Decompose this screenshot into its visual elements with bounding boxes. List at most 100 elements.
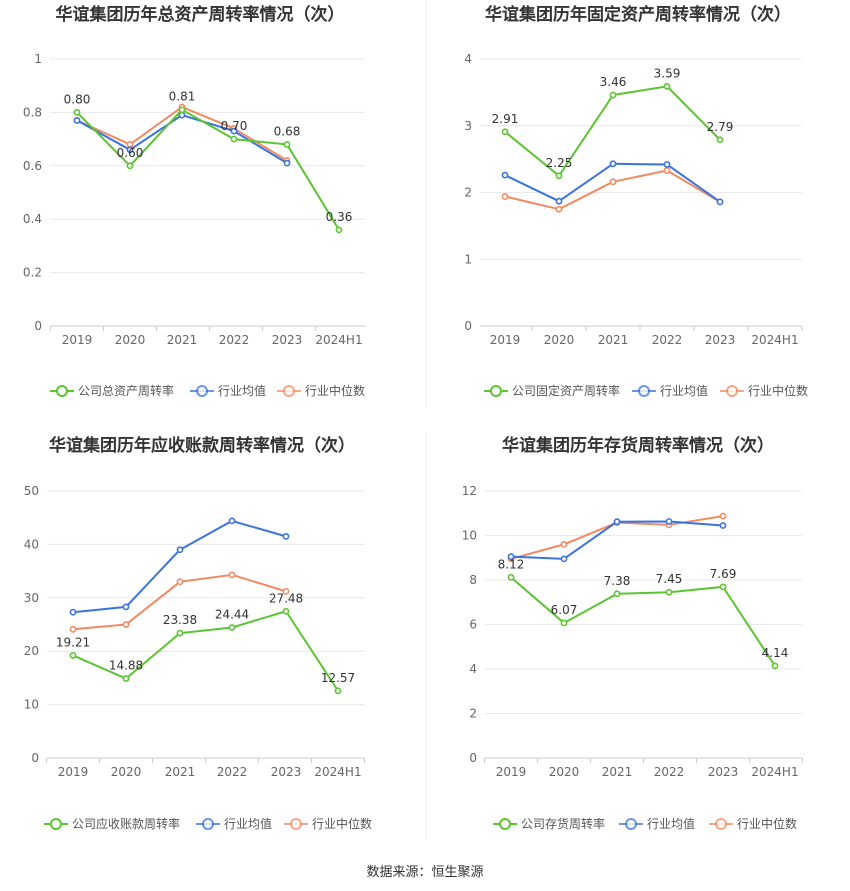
data-point-median [560,541,568,548]
data-label: 27.48 [269,591,303,605]
data-point-avg [665,518,673,525]
data-point-median [282,587,290,595]
data-point-median [122,621,130,628]
y-tick-label: 50 [24,484,39,498]
y-tick-label: 2 [469,707,477,721]
legend-marker [499,818,511,830]
series-line-company [72,610,339,692]
x-tick-label: 2023 [708,765,739,779]
legend-item-avg: 行业均值 [632,383,708,398]
data-label: 19.21 [56,635,90,649]
data-point-company [334,687,342,695]
legend-marker [50,818,62,830]
data-point-company [282,607,290,615]
y-tick-label: 0.8 [23,105,42,119]
legend-item-company: 公司应收账款周转率 [44,816,180,831]
legend-item-company: 公司固定资产周转率 [484,383,620,398]
y-tick-label: 1 [34,52,42,66]
y-tick-label: 12 [462,484,477,498]
series-line-company [510,576,776,667]
legend-label: 公司总资产周转率 [78,383,174,398]
chart-title: 华谊集团历年总资产周转率情况（次） [56,4,345,25]
data-point-company [283,141,291,148]
data-label: 0.70 [221,119,248,133]
data-point-median [609,178,617,186]
y-tick-label: 4 [464,52,472,66]
legend-marker [726,385,738,397]
data-point-company [69,652,77,659]
legend-marker [202,818,214,830]
data-point-avg [663,161,671,168]
data-point-company [176,629,184,637]
data-point-company [73,109,81,116]
data-point-company [126,162,134,170]
data-point-avg [228,517,236,525]
series-line-company [76,108,340,231]
data-label: 0.81 [169,90,196,104]
legend-label: 行业均值 [218,383,266,398]
x-tick-label: 2023 [705,333,736,347]
legend-label: 公司固定资产周转率 [512,383,620,398]
data-point-company [560,619,568,627]
chart-panel-3: 华谊集团历年应收账款周转率情况（次） 0 10 20 30 40 50 2019 2020 202… [24,435,372,831]
data-point-company [719,583,727,591]
legend-item-company: 公司存货周转率 [493,816,605,831]
data-label: 0.60 [117,146,144,160]
data-point-avg [716,198,724,206]
y-tick-label: 3 [464,119,472,133]
x-tick-label: 2020 [544,333,575,347]
data-label: 0.68 [274,124,301,138]
x-tick-label: 2019 [490,333,521,347]
legend-label: 行业中位数 [305,383,365,398]
legend-item-avg: 行业均值 [190,383,266,398]
chart-panel-4: 华谊集团历年存货周转率情况（次） 0 2 4 6 8 10 12 2019 2020 2021 202… [462,435,803,831]
data-point-avg [122,603,130,611]
data-label: 23.38 [163,613,197,627]
data-point-avg [69,608,77,616]
data-point-avg [501,171,509,179]
data-label: 4.14 [762,646,789,660]
x-tick-label: 2023 [272,333,303,347]
series-line-avg [72,519,287,614]
data-point-avg [176,546,184,554]
data-label: 0.36 [326,210,353,224]
data-point-avg [719,522,727,529]
data-point-avg [73,117,81,124]
data-point-company [716,136,724,144]
x-tick-label: 2021 [167,333,198,347]
y-tick-label: 0 [31,751,39,765]
x-tick-label: 2024H1 [751,765,798,779]
data-point-company [501,128,509,136]
y-tick-label: 0.2 [23,266,42,280]
x-tick-label: 2021 [598,333,629,347]
data-point-avg [126,146,134,154]
x-tick-label: 2024H1 [751,333,798,347]
legend-label: 公司应收账款周转率 [72,816,180,831]
data-point-avg [282,532,290,540]
x-tick-label: 2020 [115,333,146,347]
y-tick-label: 10 [462,529,477,543]
data-point-avg [283,159,291,167]
data-label: 12.57 [321,671,355,685]
data-point-median [719,512,727,520]
legend-marker [490,385,502,397]
y-tick-label: 0.4 [23,212,42,226]
x-tick-label: 2019 [62,333,93,347]
data-point-company [609,91,617,99]
chart-title: 华谊集团历年固定资产周转率情况（次） [485,4,791,25]
y-tick-label: 0 [34,319,42,333]
x-tick-label: 2019 [496,765,527,779]
data-label: 0.80 [64,92,91,106]
y-tick-label: 40 [24,537,39,551]
y-tick-label: 6 [469,618,477,632]
data-label: 14.88 [109,659,143,673]
data-point-company [507,573,515,581]
y-tick-label: 2 [464,186,472,200]
data-point-company [230,135,238,143]
data-label: 7.38 [604,574,631,588]
data-point-median [176,578,184,586]
data-point-avg [178,111,186,119]
data-label: 3.46 [600,75,627,89]
data-point-avg [613,518,621,526]
